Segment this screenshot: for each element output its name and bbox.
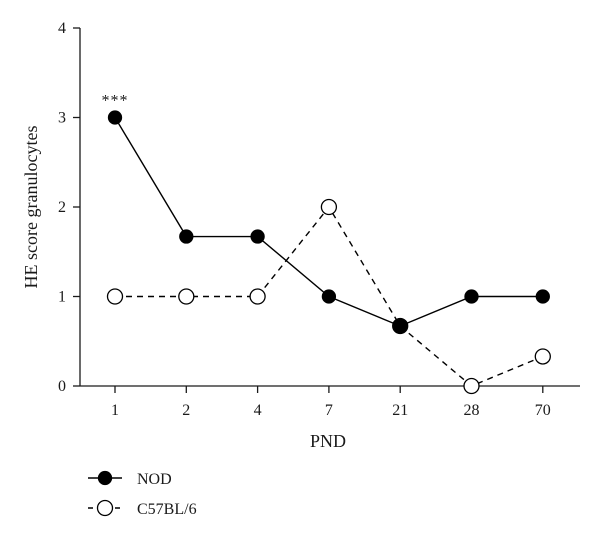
data-point: [320, 198, 338, 216]
y-tick-label: 4: [58, 20, 66, 37]
legend-item: C57BL/6: [88, 499, 197, 518]
series-c57bl-6: [106, 198, 551, 395]
data-point: [107, 110, 123, 125]
x-tick-label: 70: [535, 402, 551, 419]
legend-label: NOD: [137, 471, 172, 488]
data-point: [249, 288, 266, 305]
annotation-layer: ***: [102, 93, 129, 110]
data-point: [535, 289, 550, 304]
y-tick-label: 2: [58, 199, 66, 216]
data-point: [179, 229, 194, 244]
x-tick-label: 4: [254, 402, 262, 419]
series-nod: [107, 110, 550, 334]
x-tick-label: 28: [464, 402, 480, 419]
y-tick-label: 3: [58, 110, 66, 127]
legend: NOD C57BL/6: [88, 470, 197, 518]
data-point: [321, 289, 337, 304]
data-point: [463, 377, 480, 395]
x-axis-title: PND: [310, 431, 346, 451]
y-tick-label: 1: [58, 289, 66, 306]
data-point: [250, 229, 265, 244]
legend-label: C57BL/6: [137, 501, 197, 518]
y-tick-label: 0: [58, 378, 66, 395]
y-ticks: 0 1 2 3 4: [58, 20, 80, 395]
data-point: [464, 289, 479, 304]
data-point: [178, 288, 195, 305]
series-layer: [106, 110, 551, 395]
y-axis-title: HE score granulocytes: [21, 126, 41, 289]
data-point: [534, 348, 551, 365]
legend-swatch-marker: [96, 499, 114, 517]
x-ticks: 1 2 4 7 21 28 70: [111, 386, 551, 419]
significance-annotation: ***: [102, 93, 129, 110]
x-tick-label: 2: [182, 402, 190, 419]
legend-swatch-marker: [97, 470, 113, 486]
x-axis: 1 2 4 7 21 28 70 PND: [80, 385, 580, 451]
x-tick-label: 1: [111, 402, 119, 419]
x-tick-label: 7: [325, 402, 333, 419]
x-tick-label: 21: [392, 402, 408, 419]
data-point: [106, 288, 124, 305]
y-axis: 0 1 2 3 4 HE score granulocytes: [21, 20, 81, 395]
legend-item: NOD: [88, 470, 172, 488]
data-point: [393, 318, 408, 334]
